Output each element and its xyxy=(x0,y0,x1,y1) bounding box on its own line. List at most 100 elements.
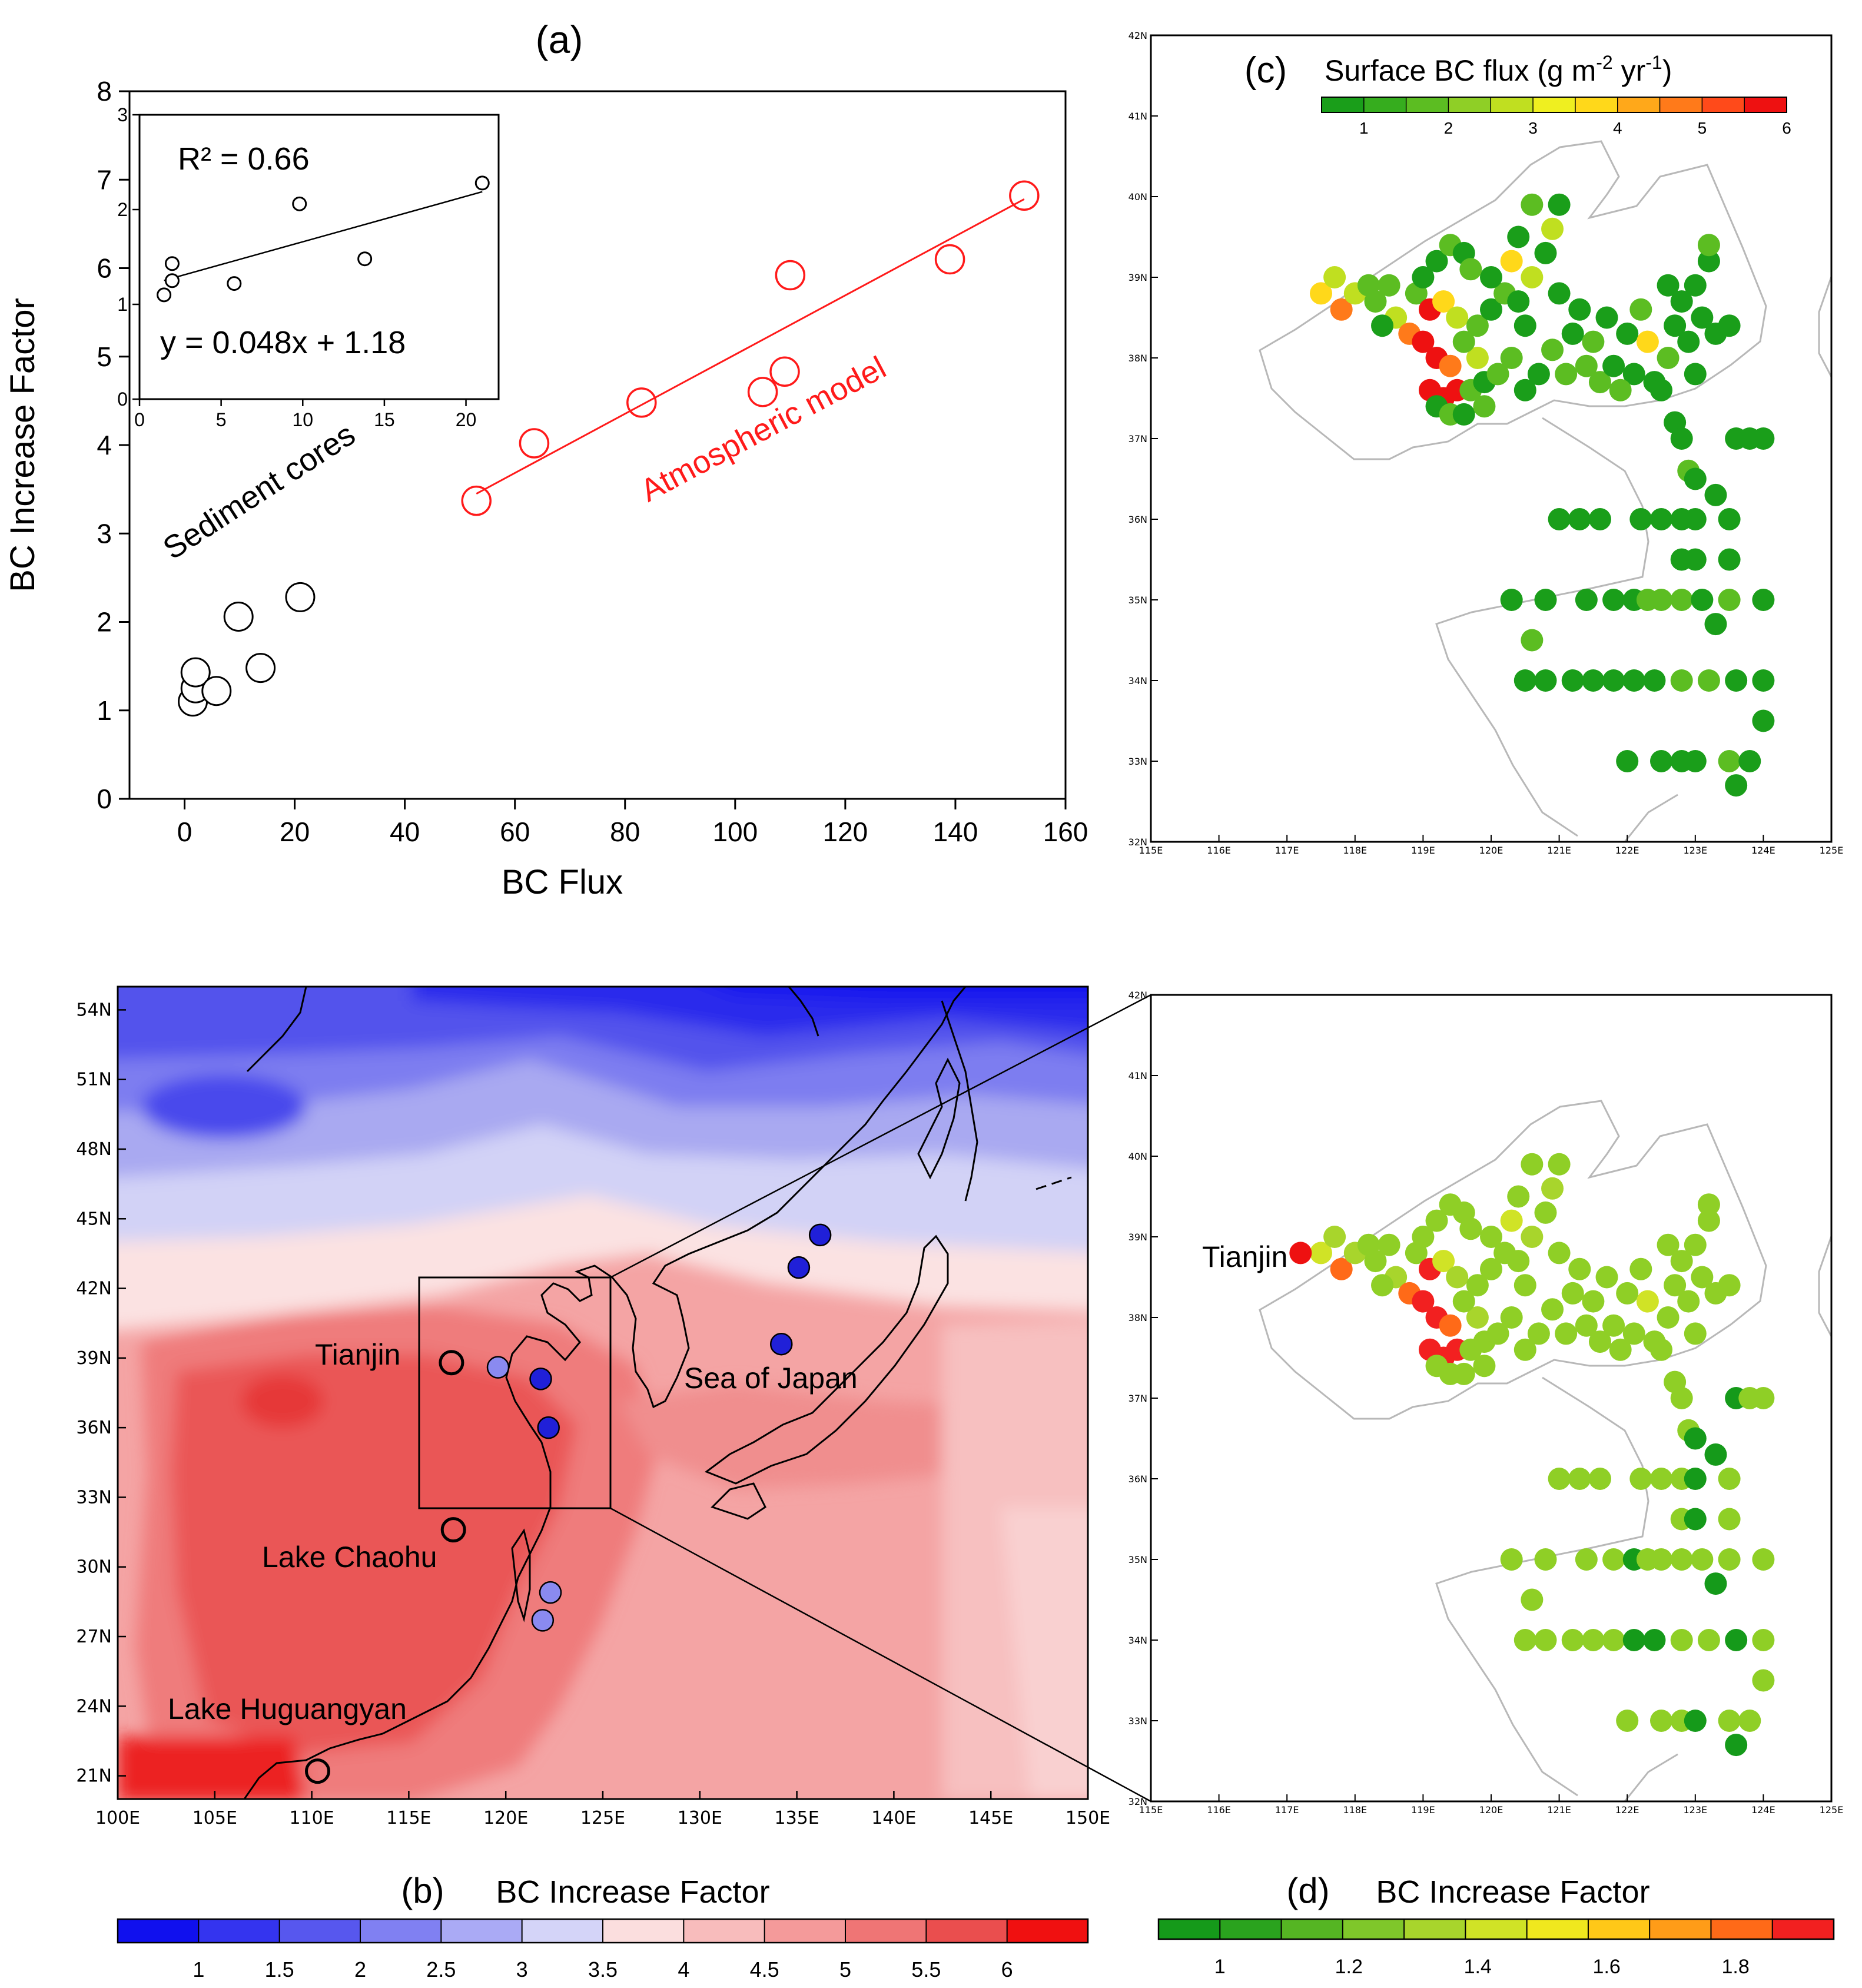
panel-a-y-ticks: 0 1 2 3 4 5 6 7 8 xyxy=(97,76,130,814)
flux-station xyxy=(1684,548,1707,571)
panel-c-title: Surface BC flux (g m-2 yr-1) xyxy=(1325,52,1672,87)
inset-x-ticks: 0 5 10 15 20 xyxy=(134,399,476,430)
panel-b-lat-ticks: 21N 24N 27N 30N 33N 36N 39N 42N 45N 48N 51N 54N xyxy=(76,1000,126,1787)
flux-station xyxy=(1521,193,1544,216)
flux-station xyxy=(1718,548,1741,571)
lat-tick-label: 33N xyxy=(1129,1715,1147,1727)
lon-tick-label: 121E xyxy=(1547,845,1571,856)
label-sea-of-japan: Sea of Japan xyxy=(684,1362,858,1395)
flux-station xyxy=(1439,354,1462,377)
colorbar-b-swatch xyxy=(441,1919,523,1943)
inset-fit-line xyxy=(164,191,483,281)
colorbar-b-tick: 4.5 xyxy=(750,1957,779,1982)
x-tick-label: 0 xyxy=(177,817,192,847)
colorbar-c-swatch xyxy=(1448,97,1491,112)
flux-station xyxy=(1521,629,1544,652)
flux-station xyxy=(1602,589,1625,611)
flux-station xyxy=(1459,258,1482,281)
label-lake-huguangyan: Lake Huguangyan xyxy=(168,1692,407,1725)
flux-station xyxy=(1657,274,1680,297)
factor-station xyxy=(1629,1257,1652,1280)
factor-station xyxy=(1480,1257,1502,1280)
factor-station xyxy=(1364,1250,1387,1273)
flux-station xyxy=(1548,508,1571,530)
flux-station xyxy=(1582,669,1605,692)
lon-tick-label: 100E xyxy=(95,1808,140,1828)
flux-station xyxy=(1684,363,1707,386)
factor-station xyxy=(1575,1548,1598,1571)
colorbar-c-swatch xyxy=(1533,97,1576,112)
colorbar-c-tick: 1 xyxy=(1359,119,1369,137)
lat-tick-label: 38N xyxy=(1129,1312,1147,1323)
factor-station xyxy=(1521,1588,1544,1611)
lon-tick-label: 117E xyxy=(1275,845,1299,856)
colorbar-b-tick: 3.5 xyxy=(588,1957,618,1982)
factor-station xyxy=(1616,1282,1639,1305)
lat-tick-label: 41N xyxy=(1129,111,1147,122)
y-tick-label: 3 xyxy=(97,518,112,549)
colorbar-c-frame xyxy=(1321,97,1787,113)
factor-station xyxy=(1622,1322,1645,1345)
lon-tick-label: 115E xyxy=(1139,845,1163,856)
factor-station xyxy=(1664,1274,1687,1297)
colorbar-b-tick: 5.5 xyxy=(911,1957,941,1982)
factor-station xyxy=(1330,1257,1353,1280)
factor-station xyxy=(1582,1629,1605,1651)
flux-station xyxy=(1514,379,1536,401)
factor-station xyxy=(1473,1355,1496,1378)
y-tick-label: 6 xyxy=(97,253,112,284)
factor-station xyxy=(1670,1387,1693,1409)
colorbar-d-tick: 1.6 xyxy=(1593,1956,1621,1978)
flux-station xyxy=(1534,669,1557,692)
atmospheric-model-point xyxy=(626,387,657,418)
factor-station xyxy=(1486,1322,1509,1345)
flux-station xyxy=(1507,225,1530,248)
sediment-core-point xyxy=(285,582,316,612)
lon-tick-label: 120E xyxy=(1479,1804,1503,1816)
flux-station xyxy=(1595,306,1618,329)
panel-a-x-ticks: 0 20 40 60 80 100 120 140 160 xyxy=(177,799,1088,847)
colorbar-b-tick: 4 xyxy=(678,1957,689,1982)
inset-r2-label: R² = 0.66 xyxy=(178,141,310,177)
zoom-box xyxy=(418,1276,612,1509)
lon-tick-label: 117E xyxy=(1275,1804,1299,1816)
factor-station xyxy=(1636,1290,1659,1313)
label-lake-chaohu: Lake Chaohu xyxy=(262,1541,437,1574)
factor-station xyxy=(1670,1548,1693,1571)
factor-station xyxy=(1466,1306,1489,1329)
panel-c-lat-ticks: 32N 33N 34N 35N 36N 37N 38N 39N 40N 41N 42N xyxy=(1129,30,1158,848)
flux-station xyxy=(1602,669,1625,692)
factor-station xyxy=(1439,1314,1462,1337)
panel-c-lon-ticks: 115E 116E 117E 118E 119E 120E 121E 122E 123E 124E… xyxy=(1139,835,1843,856)
site-marker xyxy=(440,1517,466,1543)
flux-station xyxy=(1752,427,1775,450)
lon-tick-label: 125E xyxy=(1820,1804,1844,1816)
flux-station xyxy=(1568,298,1591,321)
factor-station xyxy=(1561,1282,1584,1305)
lat-tick-label: 37N xyxy=(1129,433,1147,444)
factor-station xyxy=(1514,1629,1536,1651)
colorbar-b-swatch xyxy=(279,1919,361,1943)
label-tianjin-b: Tianjin xyxy=(315,1338,400,1371)
inset-x-tick-label: 5 xyxy=(216,409,227,430)
flux-station xyxy=(1466,314,1489,337)
inset-point xyxy=(227,276,242,291)
y-tick-label: 8 xyxy=(97,76,112,107)
colorbar-b-tick: 6 xyxy=(1001,1957,1013,1982)
colorbar-b-tick: 2 xyxy=(354,1957,366,1982)
colorbar-c-swatch xyxy=(1406,97,1449,112)
flux-station xyxy=(1684,467,1707,490)
flux-station xyxy=(1500,589,1523,611)
factor-station xyxy=(1500,1548,1523,1571)
lat-tick-label: 36N xyxy=(1129,1473,1147,1485)
factor-station xyxy=(1371,1274,1394,1297)
panel-b-lon-ticks: 100E 105E 110E 115E 120E 125E 130E 135E 140E 145E… xyxy=(95,1791,1110,1828)
lon-tick-label: 119E xyxy=(1411,845,1435,856)
flux-station xyxy=(1541,338,1564,361)
factor-station xyxy=(1514,1338,1536,1361)
colorbar-c-swatch xyxy=(1491,97,1534,112)
y-tick-label: 0 xyxy=(97,784,112,814)
flux-station xyxy=(1486,363,1509,386)
lon-tick-label: 130E xyxy=(678,1808,722,1828)
flux-station xyxy=(1622,669,1645,692)
